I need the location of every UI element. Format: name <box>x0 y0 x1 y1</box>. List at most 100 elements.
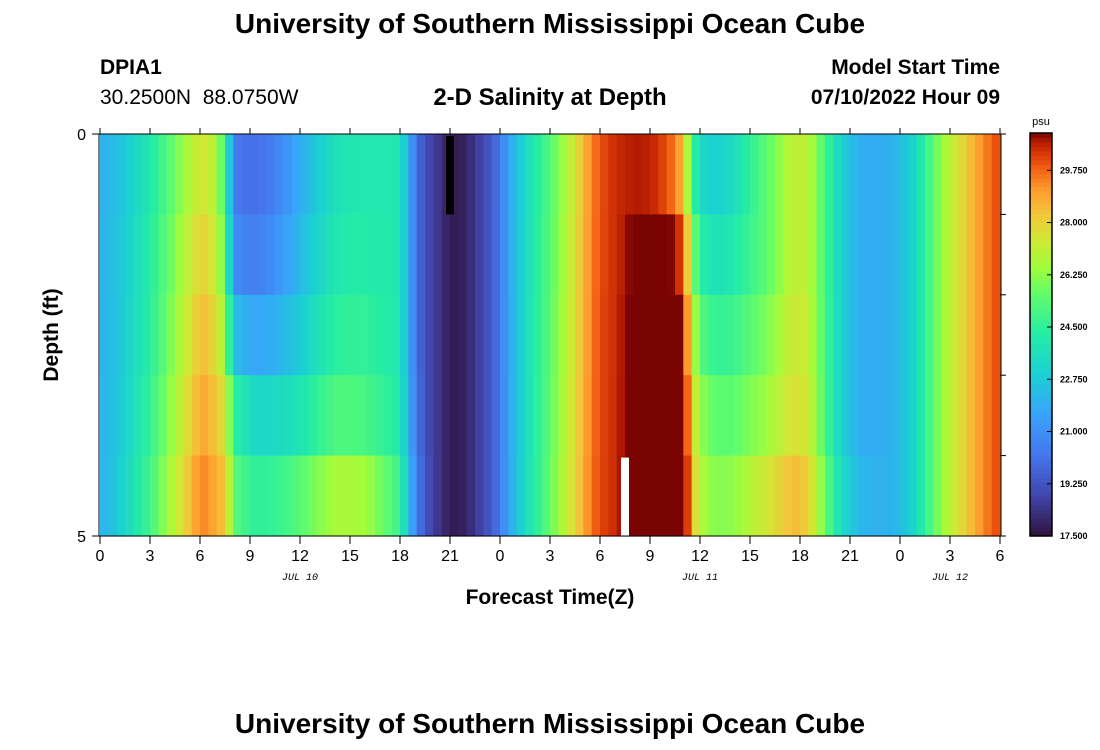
colorbar-segment <box>1030 370 1052 376</box>
colorbar-segment <box>1030 289 1052 295</box>
heatmap-cell <box>450 294 459 376</box>
heatmap-cell <box>241 214 251 296</box>
heatmap-cell <box>308 214 318 296</box>
heatmap-cell <box>633 375 643 457</box>
heatmap-cell <box>491 294 501 376</box>
heatmap-cell <box>766 455 776 537</box>
date-label: JUL 11 <box>682 573 718 584</box>
heatmap-cell <box>825 455 834 537</box>
heatmap-cell <box>100 134 109 215</box>
heatmap-cell <box>150 294 159 376</box>
heatmap-cell <box>658 375 668 457</box>
heatmap-cell <box>700 214 709 296</box>
colorbar-segment <box>1030 133 1052 138</box>
heatmap-cell <box>341 134 351 215</box>
heatmap-cell <box>941 134 951 215</box>
heatmap-cell <box>608 134 618 215</box>
heatmap-cell <box>558 134 568 215</box>
heatmap-cell <box>483 375 493 457</box>
heatmap-cell <box>558 455 568 537</box>
heatmap-cell <box>941 375 951 457</box>
heatmap-cell <box>625 214 634 296</box>
heatmap-cell <box>891 134 901 215</box>
heatmap-cell <box>333 134 343 215</box>
colorbar-segment <box>1030 401 1052 407</box>
heatmap-cell <box>800 294 809 376</box>
heatmap-cell <box>891 375 901 457</box>
heatmap-cell <box>233 134 243 215</box>
heatmap-cell <box>391 294 401 376</box>
heatmap-cell <box>266 455 276 537</box>
heatmap-cell <box>975 455 984 537</box>
colorbar-segment <box>1030 213 1052 219</box>
colorbar-tick-label: 28.000 <box>1060 218 1088 228</box>
heatmap-cell <box>900 134 909 215</box>
heatmap-cell <box>591 134 601 215</box>
heatmap-cell <box>608 214 618 296</box>
heatmap-cell <box>450 214 459 296</box>
heatmap-cell <box>675 294 684 376</box>
heatmap-cell <box>125 214 134 296</box>
heatmap-cell <box>933 294 943 376</box>
heatmap-cell <box>783 375 793 457</box>
heatmap-cell <box>791 294 801 376</box>
heatmap-cell <box>975 375 984 457</box>
heatmap-cell <box>508 455 518 537</box>
colorbar-segment <box>1030 262 1052 268</box>
heatmap-cell <box>875 294 884 376</box>
heatmap-cell <box>175 214 184 296</box>
heatmap-cell <box>441 294 451 376</box>
heatmap-cell <box>175 455 184 537</box>
colorbar-segment <box>1030 303 1052 309</box>
heatmap-cell <box>450 455 459 537</box>
heatmap-cell <box>691 294 701 376</box>
heatmap-cell <box>550 455 559 537</box>
heatmap-cell <box>775 375 784 457</box>
heatmap-cell <box>250 375 259 457</box>
colorbar-segment <box>1030 244 1052 250</box>
heatmap-cell <box>508 134 518 215</box>
heatmap-cell <box>600 294 609 376</box>
heatmap-cell <box>950 134 959 215</box>
colorbar-segment <box>1030 276 1052 282</box>
heatmap-cell <box>683 214 693 296</box>
heatmap-cell <box>750 214 759 296</box>
heatmap-cell <box>783 455 793 537</box>
heatmap-cell <box>150 375 159 457</box>
heatmap-cell <box>425 134 434 215</box>
heatmap-cell <box>575 294 584 376</box>
heatmap-cell <box>283 134 293 215</box>
colorbar-segment <box>1030 271 1052 277</box>
heatmap-cell <box>800 214 809 296</box>
heatmap-cell <box>858 214 868 296</box>
salinity-heatmap-chart: 0 3 6 9 12 15 18 21 0 3 6 9 12 15 18 21 0 3 6 JUL 10 JUL 11 J… <box>40 116 1088 609</box>
heatmap-cell <box>791 214 801 296</box>
heatmap-cell <box>716 294 726 376</box>
colorbar-segment <box>1030 294 1052 300</box>
model-start-value: 07/10/2022 Hour 09 <box>810 86 1000 109</box>
heatmap-cell <box>708 375 718 457</box>
heatmap-cell <box>241 294 251 376</box>
heatmap-cell <box>325 455 334 537</box>
heatmap-cell <box>658 455 668 537</box>
colorbar-unit: psu <box>1032 116 1050 128</box>
colorbar-segment <box>1030 482 1052 488</box>
heatmap-cell <box>583 214 593 296</box>
colorbar-segment <box>1030 410 1052 416</box>
heatmap-cell <box>700 375 709 457</box>
heatmap-cell <box>716 134 726 215</box>
heatmap-cell <box>841 375 851 457</box>
heatmap-cell <box>133 455 143 537</box>
heatmap-cell <box>275 455 284 537</box>
heatmap-cell <box>516 214 526 296</box>
heatmap-cell <box>741 294 751 376</box>
heatmap-cell <box>866 214 876 296</box>
heatmap-cell <box>525 294 534 376</box>
heatmap-cell <box>433 294 443 376</box>
heatmap-cell <box>116 455 126 537</box>
heatmap-cell <box>133 214 143 296</box>
footer-title: University of Southern Mississippi Ocean… <box>234 708 866 739</box>
model-start-label: Model Start Time <box>831 56 1000 79</box>
heatmap-cell <box>266 294 276 376</box>
heatmap-cell <box>275 214 284 296</box>
